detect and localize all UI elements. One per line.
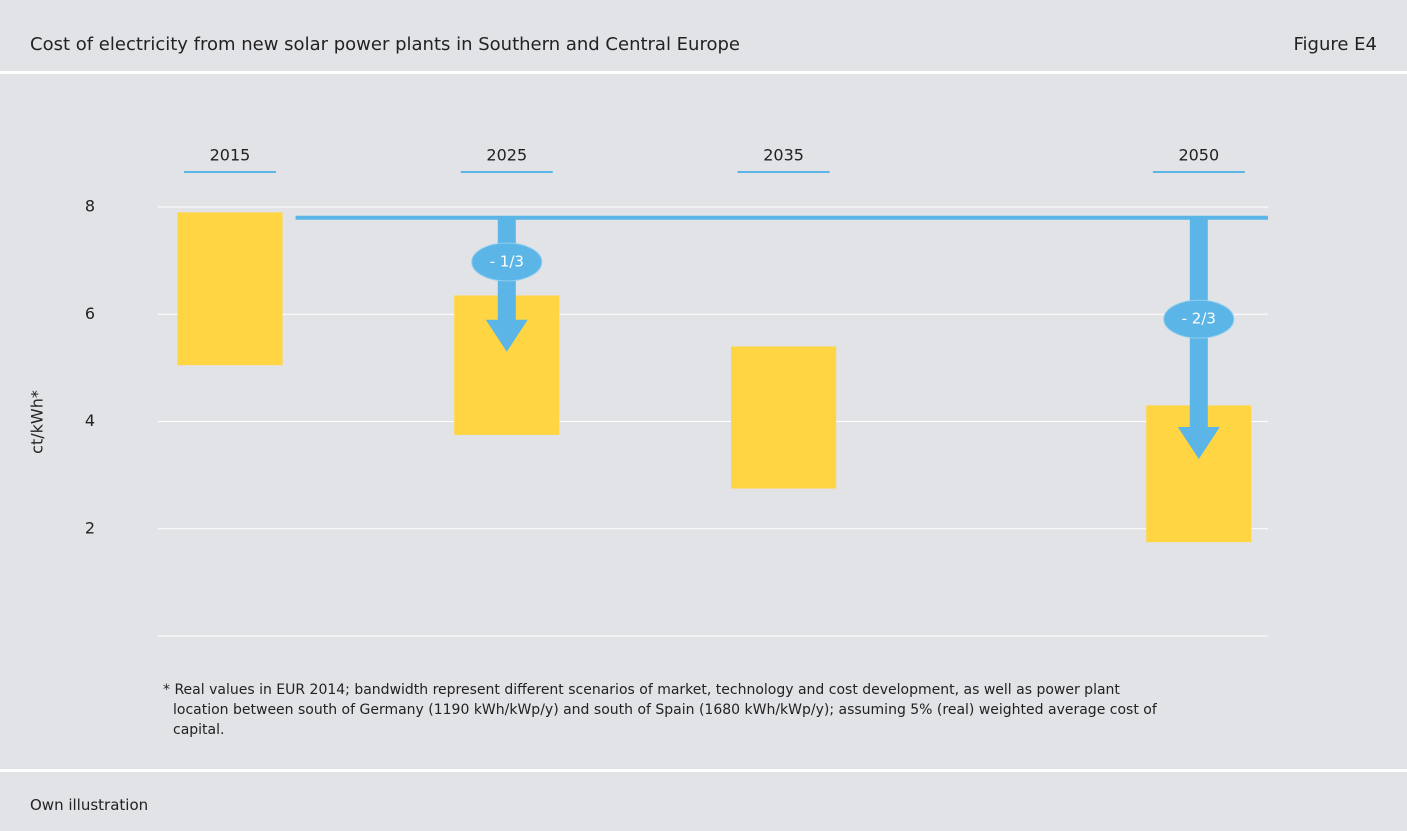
annotation-label: - 2/3 xyxy=(1182,310,1216,328)
title: Cost of electricity from new solar power… xyxy=(30,34,740,55)
x-tick-label: 2025 xyxy=(486,146,527,165)
source: Own illustration xyxy=(30,796,149,814)
y-tick-label: 8 xyxy=(85,197,95,216)
x-tick-label: 2050 xyxy=(1178,146,1219,165)
bar xyxy=(177,212,283,366)
x-tick-label: 2015 xyxy=(210,146,251,165)
separator xyxy=(0,769,1407,772)
figure-label: Figure E4 xyxy=(1293,34,1377,55)
bar xyxy=(730,346,837,489)
y-tick-label: 4 xyxy=(85,411,95,430)
footnote: * Real values in EUR 2014; bandwidth rep… xyxy=(163,682,1157,738)
y-tick-label: 6 xyxy=(85,304,95,323)
x-tick-label: 2035 xyxy=(763,146,804,165)
y-tick-label: 2 xyxy=(85,518,95,537)
annotation-badge xyxy=(471,242,543,282)
separator xyxy=(0,71,1407,74)
annotation-badge xyxy=(1163,299,1235,339)
arrow xyxy=(485,217,528,352)
annotation-label: - 1/3 xyxy=(490,252,524,270)
y-axis-label: ct/kWh* xyxy=(28,390,47,454)
